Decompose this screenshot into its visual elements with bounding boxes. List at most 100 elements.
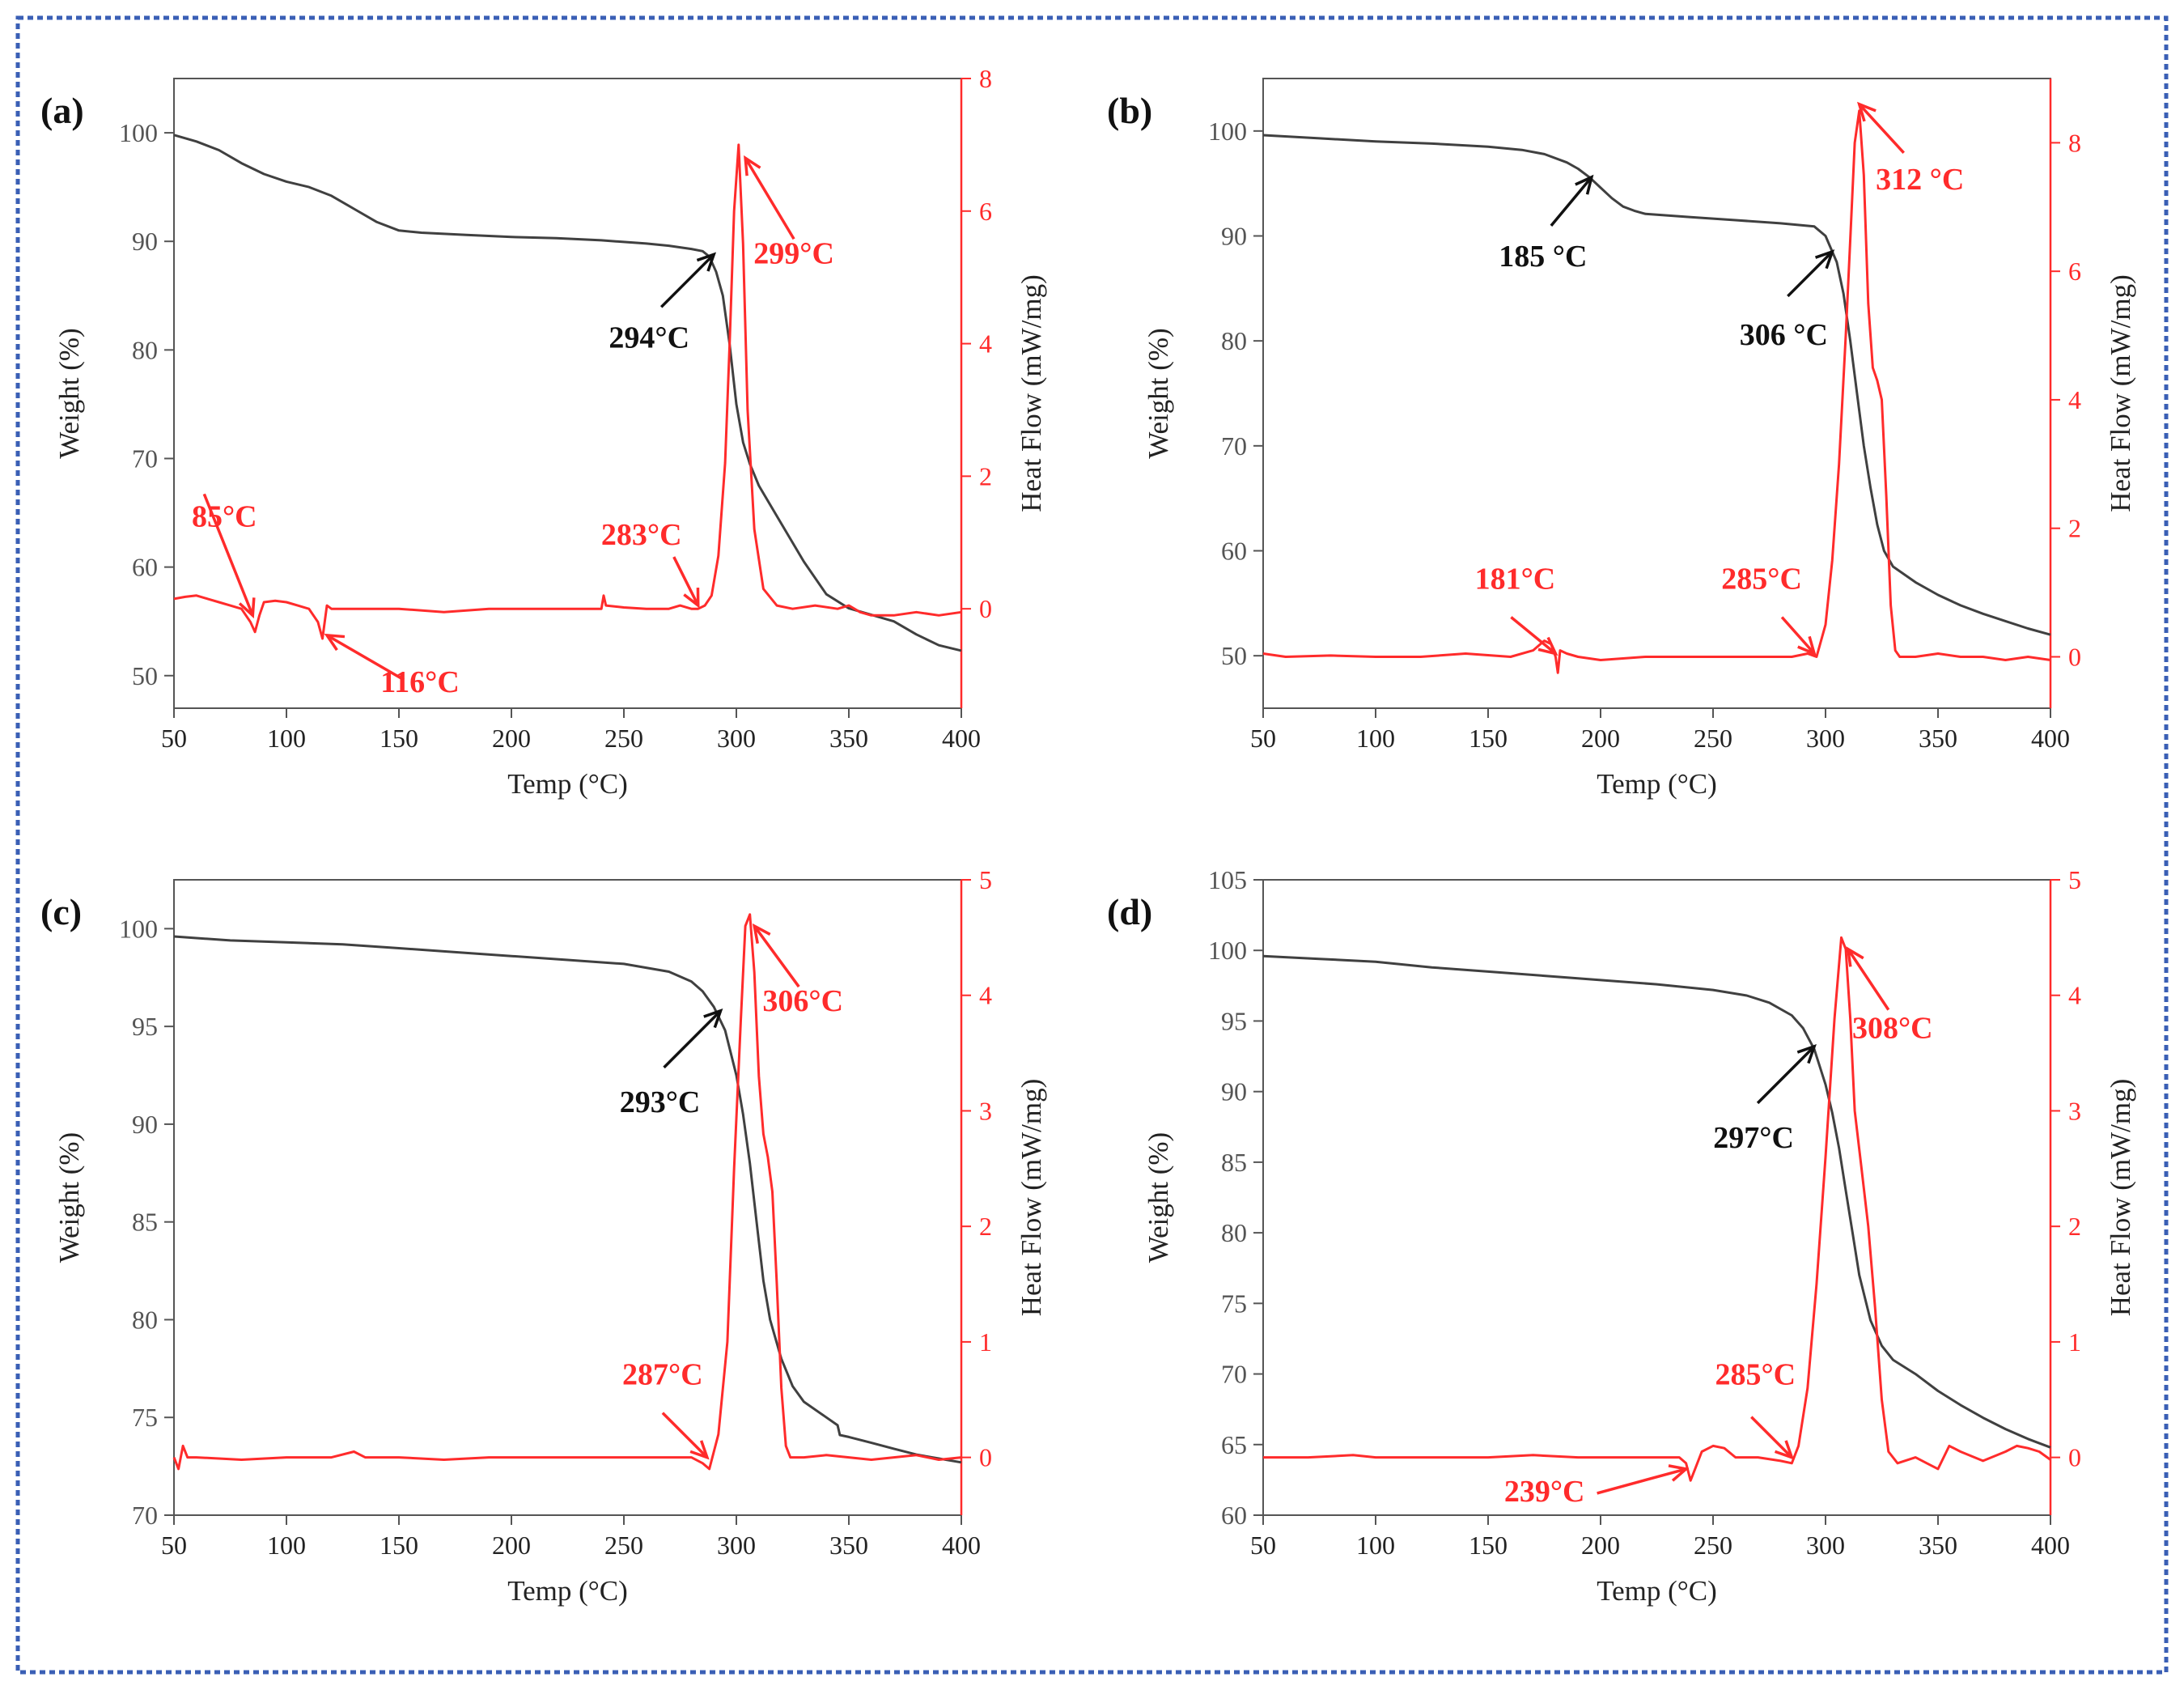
x-tick-label: 100 [267,1531,306,1560]
y2-tick-label: 2 [979,461,992,490]
y-tick-label: 105 [1208,865,1247,894]
x-tick-label: 50 [161,724,187,753]
chart-panel-b: 50 100 150 200 250 300 350 400 50 60 70 80 90 100 0 2 4 6… [1107,78,2136,800]
y2-tick-label: 2 [2068,514,2081,543]
annotation-arrow [1510,616,1557,655]
y2-tick-label: 6 [979,197,992,226]
x-tick-label: 350 [1919,1531,1957,1560]
x-tick-label: 400 [942,1531,981,1560]
x-tick-label: 400 [942,724,981,753]
annotation-arrowhead [238,597,256,619]
panel-label: (b) [1107,90,1152,131]
y-tick-label: 80 [1221,1218,1247,1247]
plot-frame [173,78,962,709]
x-tick-label: 200 [1581,724,1620,753]
y-axis-label: Weight (%) [53,1132,85,1263]
annotation-label: 312 °C [1876,163,1964,197]
y2-tick-label: 0 [2068,642,2081,671]
x-tick-label: 50 [1250,724,1276,753]
y2-tick-label: 3 [2068,1096,2081,1125]
x-tick-label: 100 [267,724,306,753]
annotation-arrowhead [1797,635,1817,656]
annotation-arrow [1787,250,1834,298]
annotation-arrowhead [1668,1464,1690,1482]
annotation-arrowhead [744,155,761,176]
y2-tick-label: 0 [979,594,992,623]
annotation-label: 299°C [753,236,834,270]
y-tick-label: 65 [1221,1430,1247,1459]
y2-tick-label: 3 [979,1096,992,1125]
x-tick-label: 300 [717,724,756,753]
annotation-arrow [1780,616,1816,655]
y-tick-label: 70 [1221,1360,1247,1389]
annotation-arrowhead [1846,946,1864,967]
annotation-arrowhead [1774,1440,1795,1460]
heat-flow-line [1263,936,2051,1482]
y-tick-label: 85 [132,1208,158,1237]
x-axis-label: Temp (°C) [1597,768,1717,800]
y-tick-label: 100 [1208,936,1247,965]
x-tick-label: 100 [1356,724,1395,753]
heat-flow-line [173,143,962,640]
y-tick-label: 90 [132,1110,158,1139]
y-tick-label: 80 [1221,326,1247,355]
annotation-arrowhead [689,1440,710,1460]
annotation-label: 308°C [1852,1012,1933,1046]
annotation-arrowhead [1537,636,1558,656]
annotation-arrow [753,925,800,988]
y2-tick-label: 4 [979,329,992,359]
y-tick-label: 50 [132,661,158,690]
x-tick-label: 250 [1694,724,1732,753]
x-tick-label: 250 [1694,1531,1732,1560]
annotation-arrow [202,493,254,616]
annotation-arrow [672,556,700,606]
chart-panel-c: 50 100 150 200 250 300 350 400 70 75 80 85 90 95 100 0 1… [40,865,1047,1607]
figure-frame [15,15,2169,1675]
heat-flow-line [1262,109,2051,674]
x-tick-label: 150 [1469,724,1508,753]
x-axis-label: Temp (°C) [507,1575,628,1607]
y-tick-label: 85 [1221,1148,1247,1177]
y-tick-label: 90 [132,227,158,256]
x-tick-label: 400 [2031,724,2070,753]
y2-tick-label: 4 [2068,385,2081,414]
y2-tick-label: 0 [2068,1443,2081,1472]
annotation-label: 294°C [609,321,689,355]
y-tick-label: 60 [1221,537,1247,566]
y-tick-label: 75 [1221,1289,1247,1318]
x-tick-label: 100 [1356,1531,1395,1560]
y2-tick-label: 8 [979,64,992,93]
annotation-label: 306°C [762,984,843,1018]
y2-tick-label: 2 [2068,1212,2081,1241]
x-tick-label: 50 [161,1531,187,1560]
annotation-label: 285°C [1715,1358,1796,1392]
panel-label: (d) [1107,891,1152,932]
weight-line [173,134,962,652]
x-tick-label: 150 [1469,1531,1508,1560]
y-tick-label: 90 [1221,222,1247,251]
plot-frame [173,879,962,1516]
weight-line [173,935,962,1464]
y-tick-label: 60 [132,553,158,582]
annotation-arrowhead [703,1008,723,1029]
y2-tick-label: 1 [979,1327,992,1357]
annotation-arrow [1756,1045,1816,1105]
heat-flow-line [172,913,962,1471]
annotation-arrow [326,634,405,682]
x-tick-label: 150 [380,724,418,753]
y-tick-label: 95 [1221,1006,1247,1035]
y2-axis-label: Heat Flow (mW/mg) [2105,274,2136,512]
x-tick-label: 300 [1806,1531,1845,1560]
chart-panel-a: 50 100 150 200 250 300 350 400 50 60 70 80 90 100 0 2 4 6… [40,64,1047,800]
y-tick-label: 90 [1221,1077,1247,1106]
annotation-label: 239°C [1504,1475,1585,1509]
annotation-arrow [659,253,715,308]
y2-tick-label: 8 [2068,128,2081,157]
y-axis-label: Weight (%) [1143,328,1174,458]
x-tick-label: 350 [829,724,868,753]
annotation-label: 116°C [380,665,460,699]
annotation-arrowhead [696,252,717,272]
annotation-label: 306 °C [1740,318,1828,352]
annotation-label: 283°C [601,518,682,552]
